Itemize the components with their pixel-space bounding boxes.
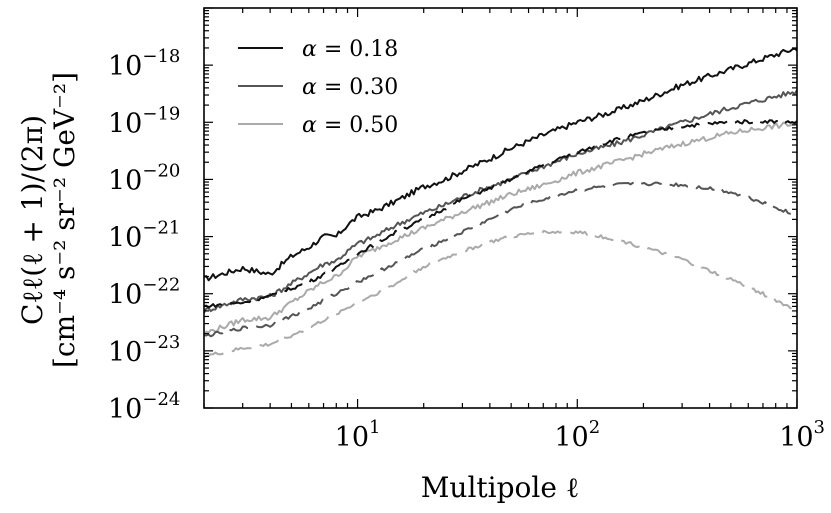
- series-line-5: [204, 229, 797, 359]
- x-tick-label: 101: [335, 417, 381, 453]
- legend-label-1: α = 0.30: [302, 75, 398, 100]
- series-line-2: [204, 121, 797, 336]
- y-tick-label: 10−20: [108, 160, 180, 196]
- plot-frame: [203, 7, 798, 409]
- x-axis-label: Multipole ℓ: [421, 471, 579, 504]
- y-axis-label-line2: [cm⁻⁴ s⁻² sr⁻² GeV⁻²]: [48, 72, 81, 368]
- y-tick-label: 10−22: [108, 275, 180, 311]
- ticks-layer: [203, 7, 798, 409]
- y-tick-label: 10−23: [108, 332, 180, 368]
- y-tick-label: 10−18: [108, 46, 180, 82]
- legend-label-0: α = 0.18: [302, 37, 398, 62]
- y-tick-label: 10−19: [108, 103, 180, 139]
- series-layer: [204, 47, 797, 359]
- y-axis-label-group-2: [cm⁻⁴ s⁻² sr⁻² GeV⁻²]: [48, 72, 81, 368]
- y-tick-label: 10−24: [108, 389, 180, 425]
- y-axis-label-line1: Cℓℓ(ℓ + 1)/(2π): [16, 115, 49, 325]
- x-tick-label: 102: [554, 417, 600, 453]
- series-line-4: [204, 181, 797, 338]
- y-tick-label: 10−21: [108, 218, 180, 254]
- series-line-3: [204, 118, 797, 309]
- x-tick-label: 103: [779, 417, 825, 453]
- series-line-1: [204, 89, 797, 314]
- y-axis-label-group: Cℓℓ(ℓ + 1)/(2π): [16, 115, 49, 325]
- tick-labels: 101 102 103 10−24 10−23 10−22 10−21 10−20 10−19 1…: [108, 46, 825, 453]
- series-line-0: [204, 47, 797, 282]
- legend: α = 0.18 α = 0.30 α = 0.50: [238, 37, 398, 138]
- legend-label-2: α = 0.50: [302, 113, 398, 138]
